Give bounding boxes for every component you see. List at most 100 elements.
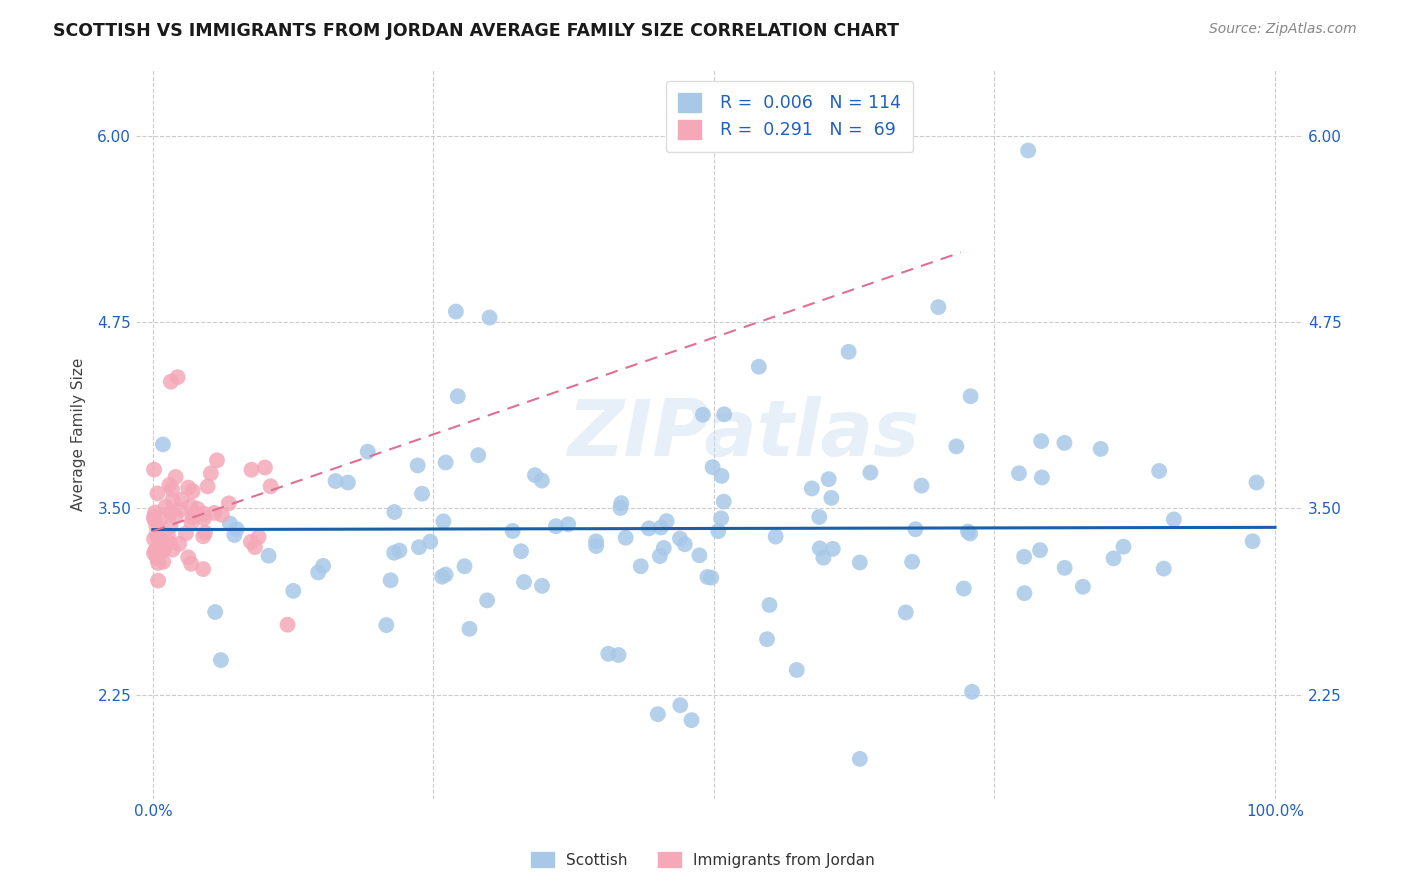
Point bbox=[224, 528, 246, 542]
Point bbox=[637, 521, 659, 535]
Point bbox=[1241, 534, 1264, 549]
Point bbox=[143, 543, 166, 558]
Point bbox=[598, 647, 620, 661]
Point bbox=[444, 304, 467, 318]
Point bbox=[821, 541, 844, 556]
Point bbox=[150, 541, 173, 555]
Point bbox=[475, 593, 498, 607]
Point bbox=[756, 632, 779, 647]
Point bbox=[146, 574, 169, 588]
Point bbox=[1090, 442, 1112, 456]
Point bbox=[1163, 512, 1185, 526]
Point bbox=[219, 516, 242, 531]
Point bbox=[959, 389, 981, 403]
Point bbox=[145, 527, 167, 541]
Point bbox=[218, 496, 240, 510]
Point bbox=[650, 520, 672, 534]
Point bbox=[384, 505, 406, 519]
Point bbox=[312, 558, 335, 573]
Point bbox=[146, 556, 169, 570]
Point bbox=[910, 478, 932, 492]
Point bbox=[630, 559, 652, 574]
Point bbox=[956, 524, 979, 539]
Point bbox=[380, 574, 402, 588]
Point bbox=[700, 571, 723, 585]
Point bbox=[959, 526, 981, 541]
Point bbox=[162, 493, 184, 508]
Point bbox=[259, 479, 281, 493]
Point bbox=[143, 509, 166, 524]
Point bbox=[1053, 561, 1076, 575]
Point bbox=[681, 713, 703, 727]
Point bbox=[669, 698, 692, 713]
Point bbox=[692, 408, 714, 422]
Point bbox=[145, 543, 167, 558]
Point bbox=[652, 541, 675, 555]
Point bbox=[307, 566, 329, 580]
Point bbox=[202, 506, 225, 520]
Point bbox=[152, 542, 174, 557]
Point bbox=[375, 618, 398, 632]
Point bbox=[257, 549, 280, 563]
Point bbox=[156, 535, 179, 549]
Point bbox=[467, 448, 489, 462]
Point bbox=[211, 508, 233, 522]
Point bbox=[177, 481, 200, 495]
Point bbox=[193, 529, 215, 543]
Text: Source: ZipAtlas.com: Source: ZipAtlas.com bbox=[1209, 22, 1357, 37]
Point bbox=[1246, 475, 1268, 490]
Point bbox=[194, 525, 217, 540]
Point bbox=[336, 475, 359, 490]
Point bbox=[894, 606, 917, 620]
Point bbox=[155, 500, 177, 514]
Point bbox=[585, 534, 607, 549]
Point bbox=[800, 482, 823, 496]
Point bbox=[510, 544, 533, 558]
Point bbox=[143, 546, 166, 560]
Point bbox=[513, 574, 536, 589]
Point bbox=[1012, 549, 1035, 564]
Y-axis label: Average Family Size: Average Family Size bbox=[72, 357, 86, 510]
Point bbox=[143, 512, 166, 526]
Point bbox=[1147, 464, 1170, 478]
Point bbox=[927, 300, 949, 314]
Point bbox=[1029, 543, 1052, 558]
Point bbox=[655, 514, 678, 528]
Point bbox=[820, 491, 842, 505]
Point bbox=[713, 494, 735, 508]
Point bbox=[160, 506, 183, 520]
Point bbox=[523, 468, 546, 483]
Point bbox=[648, 549, 671, 563]
Text: ZIPatlas: ZIPatlas bbox=[567, 396, 920, 472]
Point bbox=[382, 546, 405, 560]
Point bbox=[1112, 540, 1135, 554]
Point bbox=[765, 529, 787, 543]
Point bbox=[808, 510, 831, 524]
Point bbox=[838, 344, 860, 359]
Point bbox=[146, 530, 169, 544]
Point bbox=[193, 511, 215, 525]
Point bbox=[411, 487, 433, 501]
Point bbox=[160, 482, 183, 496]
Point bbox=[688, 549, 710, 563]
Point bbox=[181, 484, 204, 499]
Point bbox=[247, 530, 270, 544]
Point bbox=[945, 439, 967, 453]
Point bbox=[159, 536, 181, 550]
Point bbox=[148, 542, 170, 557]
Point bbox=[1153, 561, 1175, 575]
Point bbox=[166, 370, 188, 384]
Point bbox=[702, 460, 724, 475]
Point bbox=[277, 617, 299, 632]
Point bbox=[159, 519, 181, 533]
Point bbox=[478, 310, 501, 325]
Point bbox=[388, 543, 411, 558]
Point bbox=[283, 583, 305, 598]
Point bbox=[197, 479, 219, 493]
Point bbox=[146, 486, 169, 500]
Point bbox=[205, 453, 228, 467]
Point bbox=[859, 466, 882, 480]
Point bbox=[849, 556, 872, 570]
Point bbox=[696, 570, 718, 584]
Point bbox=[152, 437, 174, 451]
